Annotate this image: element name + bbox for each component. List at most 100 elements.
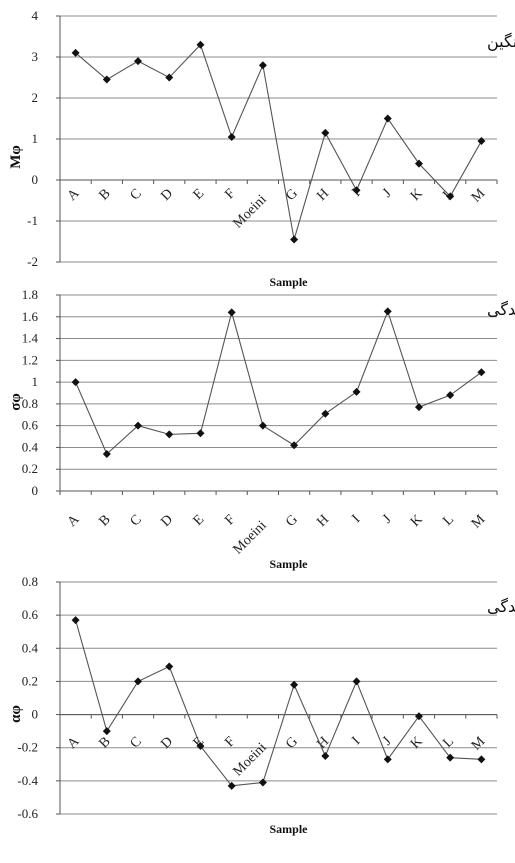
data-point: [258, 61, 267, 70]
data-point: [352, 186, 361, 195]
x-category-label: B: [96, 512, 113, 529]
y-tick-label: -0.6: [17, 806, 38, 821]
data-point: [227, 308, 236, 317]
data-point: [477, 137, 486, 146]
data-point: [227, 132, 236, 141]
series-line: [75, 619, 482, 787]
data-point: [477, 755, 486, 764]
y-tick-label: 0: [32, 483, 39, 498]
data-point: [71, 378, 80, 387]
chart-title: میانگین: [487, 32, 515, 52]
y-tick-label: 0.4: [22, 640, 39, 655]
data-point: [258, 421, 267, 430]
y-tick-label: 0.6: [22, 418, 39, 433]
x-category-label: G: [283, 734, 301, 752]
y-tick-label: -1: [27, 213, 38, 228]
y-tick-label: 1.6: [22, 309, 39, 324]
x-axis-label: Sample: [269, 275, 308, 289]
y-tick-label: 0.8: [22, 396, 38, 411]
x-category-label: A: [65, 186, 83, 204]
data-point: [227, 781, 236, 790]
x-category-label: K: [408, 512, 426, 530]
data-point: [71, 616, 80, 625]
data-point: [196, 40, 205, 49]
y-axis-label: Mφ: [8, 145, 24, 169]
series-line: [75, 43, 482, 240]
y-tick-label: 1: [32, 131, 39, 146]
x-category-label: I: [349, 512, 363, 526]
data-point: [165, 662, 174, 671]
data-point: [414, 403, 423, 412]
x-category-label: D: [158, 512, 176, 530]
data-point: [446, 391, 455, 400]
data-point: [134, 57, 143, 66]
x-category-label: H: [314, 186, 332, 204]
data-point: [134, 421, 143, 430]
y-tick-label: -0.2: [17, 740, 38, 755]
x-category-label: A: [65, 512, 83, 530]
y-tick-label: 1.8: [22, 287, 38, 302]
data-point: [446, 192, 455, 201]
x-category-label: D: [158, 734, 176, 752]
y-tick-label: 0.8: [22, 574, 38, 589]
x-category-label: I: [349, 734, 363, 748]
data-point: [196, 429, 205, 438]
data-point: [290, 441, 299, 450]
series-line: [75, 309, 482, 455]
data-point: [352, 387, 361, 396]
x-category-label: C: [128, 512, 145, 529]
x-category-label: E: [191, 512, 208, 529]
x-category-label: C: [128, 186, 145, 203]
data-point: [352, 677, 361, 686]
x-category-label: G: [283, 512, 301, 530]
y-tick-label: 1.2: [22, 352, 38, 367]
y-tick-label: 1.4: [22, 331, 39, 346]
data-point: [383, 755, 392, 764]
y-tick-label: 0.2: [22, 673, 38, 688]
data-point: [290, 235, 299, 244]
data-point: [165, 73, 174, 82]
data-point: [383, 307, 392, 316]
y-tick-label: 0: [32, 172, 39, 187]
x-category-label: J: [380, 512, 395, 527]
data-point: [134, 677, 143, 686]
data-point: [446, 753, 455, 762]
x-category-label: A: [65, 734, 83, 752]
y-tick-label: 2: [32, 90, 39, 105]
x-category-label: B: [96, 734, 113, 751]
x-category-label: B: [96, 186, 113, 203]
x-category-label: M: [469, 734, 489, 754]
chart-title: جورشدگی: [487, 300, 515, 320]
data-point: [102, 727, 111, 736]
y-tick-label: -0.4: [17, 773, 38, 788]
data-point: [71, 48, 80, 57]
x-category-label: D: [158, 186, 176, 204]
x-category-label: E: [191, 186, 208, 203]
x-category-label: J: [380, 186, 395, 201]
data-point: [321, 128, 330, 137]
data-point: [290, 680, 299, 689]
y-tick-label: 4: [32, 8, 39, 23]
x-axis-label: Sample: [269, 822, 308, 836]
y-tick-label: 3: [32, 49, 39, 64]
data-point: [165, 430, 174, 439]
chart-title: کج شدگی: [487, 597, 515, 616]
x-category-label: K: [408, 734, 426, 752]
y-tick-label: -2: [27, 254, 38, 269]
y-tick-label: 0.2: [22, 461, 38, 476]
y-axis-label: σφ: [8, 393, 24, 411]
x-category-label: L: [440, 512, 457, 529]
data-point: [321, 409, 330, 418]
y-tick-label: 0.6: [22, 607, 39, 622]
data-point: [477, 368, 486, 377]
x-axis-label: Sample: [269, 557, 308, 571]
data-point: [414, 159, 423, 168]
chart-1: -2-101234ABCDEFMoeiniGHIJKLMمیانگینSampl…: [8, 8, 515, 289]
x-category-label: M: [469, 186, 489, 206]
x-category-label: M: [469, 512, 489, 532]
x-category-label: C: [128, 734, 145, 751]
y-tick-label: 0.4: [22, 439, 39, 454]
x-category-label: H: [314, 512, 332, 530]
